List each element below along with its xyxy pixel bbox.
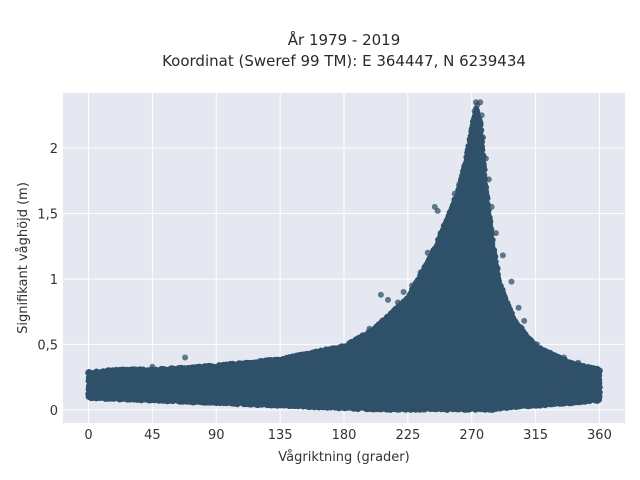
data-points [85,99,603,413]
